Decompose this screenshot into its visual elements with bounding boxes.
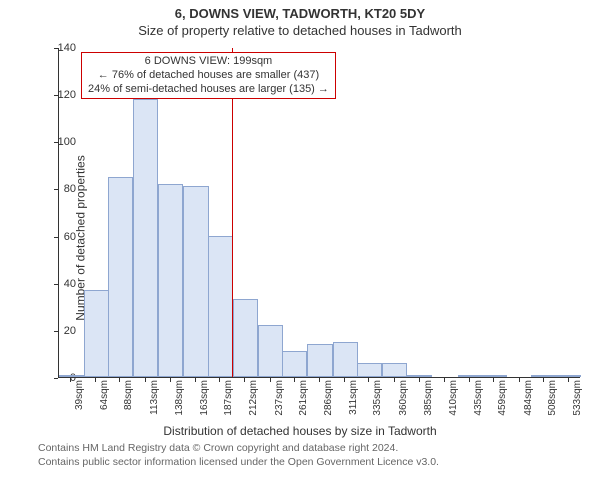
x-tick-mark <box>119 378 120 382</box>
x-tick-label: 261sqm <box>298 380 309 416</box>
x-tick-mark <box>95 378 96 382</box>
x-axis-label: Distribution of detached houses by size … <box>0 424 600 438</box>
x-tick-mark <box>319 378 320 382</box>
x-tick-label: 212sqm <box>248 380 259 416</box>
plot-area: 6 DOWNS VIEW: 199sqm ← 76% of detached h… <box>58 48 580 378</box>
histogram-bar <box>556 375 581 377</box>
page-title: 6, DOWNS VIEW, TADWORTH, KT20 5DY <box>0 6 600 21</box>
x-tick-label: 360sqm <box>398 380 409 416</box>
x-tick-mark <box>244 378 245 382</box>
x-tick-mark <box>568 378 569 382</box>
x-tick-label: 138sqm <box>174 380 185 416</box>
footer-line2: Contains public sector information licen… <box>38 456 600 470</box>
histogram-bar <box>357 363 382 377</box>
x-tick-label: 508sqm <box>547 380 558 416</box>
x-tick-label: 311sqm <box>348 380 359 415</box>
histogram-bar <box>333 342 358 377</box>
x-tick-mark <box>368 378 369 382</box>
x-tick-mark <box>344 378 345 382</box>
annotation-line2: ← 76% of detached houses are smaller (43… <box>88 69 329 83</box>
x-tick-label: 286sqm <box>323 380 334 416</box>
x-tick-mark <box>294 378 295 382</box>
histogram-bar <box>108 177 133 377</box>
x-tick-label: 459sqm <box>497 380 508 416</box>
x-tick-mark <box>195 378 196 382</box>
footer-line1: Contains HM Land Registry data © Crown c… <box>38 442 600 456</box>
histogram-bar <box>133 99 158 377</box>
x-tick-mark <box>419 378 420 382</box>
histogram-bar <box>208 236 233 377</box>
x-tick-mark <box>219 378 220 382</box>
histogram-bar <box>407 375 432 377</box>
histogram-bar <box>382 363 407 377</box>
page-subtitle: Size of property relative to detached ho… <box>0 23 600 38</box>
histogram-bar <box>158 184 183 377</box>
histogram-bar <box>183 186 208 377</box>
x-tick-mark <box>469 378 470 382</box>
x-tick-label: 113sqm <box>149 380 160 415</box>
histogram-bar <box>531 375 556 377</box>
x-tick-mark <box>170 378 171 382</box>
x-tick-label: 385sqm <box>423 380 434 416</box>
histogram-chart: Number of detached properties 0204060801… <box>0 38 600 438</box>
histogram-bar <box>307 344 332 377</box>
x-tick-label: 39sqm <box>74 380 85 410</box>
x-tick-mark <box>394 378 395 382</box>
annotation-box: 6 DOWNS VIEW: 199sqm ← 76% of detached h… <box>81 52 336 99</box>
x-tick-label: 187sqm <box>223 380 234 416</box>
histogram-bar <box>258 325 283 377</box>
histogram-bar <box>282 351 307 377</box>
x-tick-label: 410sqm <box>448 380 459 416</box>
x-tick-label: 533sqm <box>572 380 583 416</box>
y-tick-mark <box>54 378 58 379</box>
x-tick-label: 163sqm <box>199 380 210 416</box>
x-tick-label: 435sqm <box>473 380 484 416</box>
histogram-bar <box>233 299 258 377</box>
annotation-line1: 6 DOWNS VIEW: 199sqm <box>88 55 329 69</box>
x-tick-mark <box>543 378 544 382</box>
histogram-bar <box>482 375 507 377</box>
x-tick-mark <box>444 378 445 382</box>
x-tick-mark <box>519 378 520 382</box>
x-tick-mark <box>270 378 271 382</box>
histogram-bar <box>59 375 84 377</box>
histogram-bar <box>458 375 483 377</box>
x-tick-mark <box>493 378 494 382</box>
histogram-bar <box>84 290 109 377</box>
attribution-footer: Contains HM Land Registry data © Crown c… <box>38 442 600 469</box>
x-tick-mark <box>70 378 71 382</box>
x-tick-mark <box>145 378 146 382</box>
x-tick-label: 484sqm <box>523 380 534 416</box>
annotation-line3: 24% of semi-detached houses are larger (… <box>88 83 329 97</box>
x-tick-label: 237sqm <box>274 380 285 416</box>
x-tick-label: 64sqm <box>99 380 110 410</box>
x-tick-label: 88sqm <box>123 380 134 410</box>
x-tick-label: 335sqm <box>372 380 383 416</box>
